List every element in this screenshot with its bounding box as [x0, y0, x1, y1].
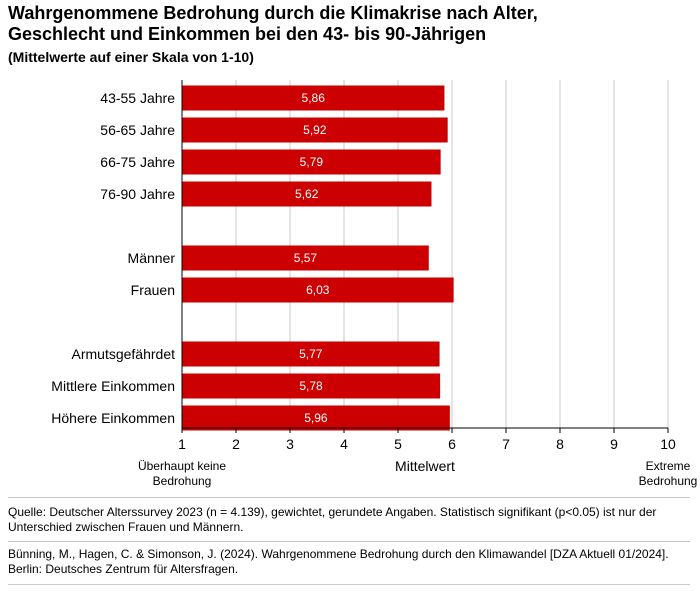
x-tick-label: 6 — [448, 436, 456, 452]
category-label: Höhere Einkommen — [51, 410, 175, 426]
x-min-annotation-line-1: Überhaupt keine — [138, 459, 226, 473]
x-tick-label: 3 — [286, 436, 294, 452]
chart-title-line-1: Wahrgenommene Bedrohung durch die Klimak… — [8, 3, 538, 23]
data-label: 5,92 — [303, 123, 327, 137]
category-label: Mittlere Einkommen — [51, 378, 175, 394]
data-label: 5,57 — [294, 251, 318, 265]
chart-title-line-2: Geschlecht und Einkommen bei den 43- bis… — [8, 24, 487, 44]
category-label: 76-90 Jahre — [100, 186, 175, 202]
x-max-annotation-line-2: Bedrohung — [639, 474, 698, 488]
x-tick-label: 7 — [502, 436, 510, 452]
bar-0-3 — [182, 181, 432, 207]
x-min-annotation-line-2: Bedrohung — [153, 474, 212, 488]
x-tick-label: 9 — [610, 436, 618, 452]
source-note: Quelle: Deutscher Alterssurvey 2023 (n =… — [8, 505, 657, 534]
x-tick-label: 8 — [556, 436, 564, 452]
divider-top — [8, 497, 690, 498]
bar-2-2 — [182, 405, 450, 431]
x-tick-label: 5 — [394, 436, 402, 452]
data-label: 5,77 — [299, 347, 323, 361]
x-max-annotation-line-1: Extreme — [646, 459, 691, 473]
chart-subtitle: (Mittelwerte auf einer Skala von 1-10) — [8, 49, 254, 65]
data-label: 5,96 — [304, 411, 328, 425]
data-label: 6,03 — [306, 283, 330, 297]
citation: Bünning, M., Hagen, C. & Simonson, J. (2… — [8, 547, 669, 576]
x-tick-label: 1 — [178, 436, 186, 452]
chart-title: Wahrgenommene Bedrohung durch die Klimak… — [8, 3, 698, 45]
category-label: 56-65 Jahre — [100, 122, 175, 138]
category-label: Armutsgefährdet — [72, 346, 176, 362]
bar-0-0 — [182, 85, 445, 111]
x-tick-label: 2 — [232, 436, 240, 452]
bar-1-1 — [182, 277, 454, 303]
category-label: Frauen — [131, 282, 175, 298]
x-tick-label: 4 — [340, 436, 348, 452]
bar-1-0 — [182, 245, 429, 271]
bar-0-2 — [182, 149, 441, 175]
category-label: 66-75 Jahre — [100, 154, 175, 170]
data-label: 5,78 — [299, 379, 323, 393]
data-label: 5,86 — [302, 91, 326, 105]
divider-middle — [8, 541, 690, 542]
bar-2-1 — [182, 373, 441, 399]
bar-0-1 — [182, 117, 448, 143]
x-tick-label: 10 — [660, 436, 676, 452]
bar-chart: 43-55 Jahre 5,86 56-65 Jahre 5,92 66-75 Jahr… — [51, 80, 698, 488]
data-label: 5,79 — [300, 155, 324, 169]
divider-bottom — [8, 584, 690, 585]
data-label: 5,62 — [295, 187, 319, 201]
category-label: 43-55 Jahre — [100, 90, 175, 106]
category-label: Männer — [128, 250, 176, 266]
bar-2-0 — [182, 341, 440, 367]
x-axis-title: Mittelwert — [395, 458, 455, 474]
